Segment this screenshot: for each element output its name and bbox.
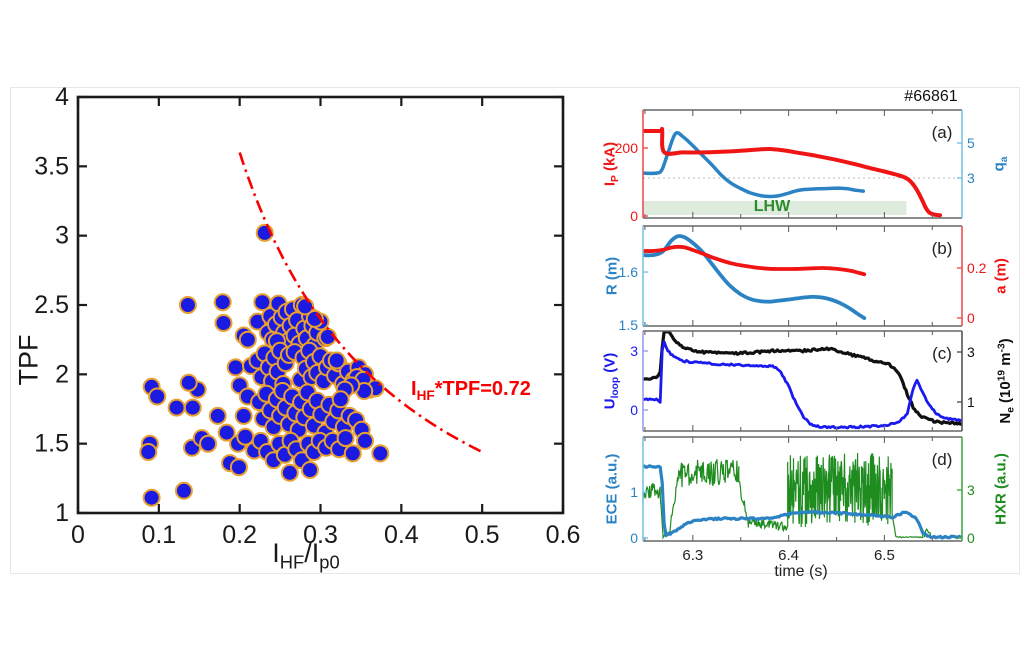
lhw-band-label: LHW [753,198,791,215]
scatter-point [238,330,257,349]
panel-2-right-axis-label: a (m) [992,258,1010,294]
scatter-annotation: IHF*TPF=0.72 [411,378,531,403]
svg-text:1: 1 [55,499,69,527]
panel-3-left-axis-label: Uloop (V) [601,352,622,410]
scatter-point [208,406,227,425]
svg-text:0.6: 0.6 [546,521,581,549]
scatter-point [371,444,390,463]
series-I_P [643,126,942,218]
svg-text:0.2: 0.2 [967,260,987,276]
scatter-point [280,463,299,482]
svg-text:0.5: 0.5 [465,521,500,549]
scatter-point [174,481,193,500]
svg-text:1.5: 1.5 [34,430,69,458]
scatter-point [179,373,198,392]
svg-text:2.5: 2.5 [34,291,69,319]
scatter-point [331,390,350,409]
svg-text:1: 1 [967,394,975,410]
panel-letter-1: (a) [931,123,953,142]
scatter-point [226,358,245,377]
svg-text:0: 0 [71,521,85,549]
scatter-point [327,351,346,370]
svg-text:0: 0 [967,310,975,326]
svg-text:6.4: 6.4 [778,547,799,564]
svg-text:0.1: 0.1 [141,521,176,549]
svg-text:0.2: 0.2 [222,521,257,549]
svg-text:3: 3 [967,344,975,360]
series-R [643,234,867,320]
panel-c: 0 3 1 3 [630,330,975,432]
scatter-ticks [76,95,565,515]
panel-1-right-axis-label: qa [990,156,1011,172]
scatter-point [229,458,248,477]
threshold-curve [238,152,483,454]
panel-1-left-axis-label: IP (kA) [601,141,622,187]
svg-text:6.5: 6.5 [874,547,895,564]
scatter-point [217,423,236,442]
series-ECE [643,464,962,540]
scatter-point [142,488,161,507]
svg-text:3: 3 [967,170,975,186]
svg-text:1.5: 1.5 [619,317,639,333]
scatter-point [214,314,233,332]
lhw-band [643,201,907,215]
time-tick-labels: 6.3 6.4 6.5 [682,547,894,564]
svg-text:0: 0 [967,530,975,546]
series-q_a [643,130,866,199]
svg-text:2: 2 [55,360,69,388]
svg-text:3: 3 [967,482,975,498]
series-U_loop [643,340,962,430]
shot-number-label: #66861 [904,88,958,105]
svg-text:1: 1 [630,484,638,500]
panel-4-right-axis-label: HXR (a.u.) [992,453,1010,525]
scatter-point [178,296,197,314]
series-a [643,244,867,277]
svg-text:0.3: 0.3 [303,521,338,549]
svg-text:3: 3 [55,222,69,250]
svg-text:200: 200 [615,140,639,156]
panel-letter-3: (c) [932,344,952,363]
svg-text:3: 3 [630,343,638,359]
svg-text:0: 0 [630,530,638,546]
panel-3-right-axis-label: Ne (1019 m-3) [996,338,1017,424]
panel-letter-4: (d) [931,450,953,469]
svg-text:0: 0 [630,208,638,224]
scatter-points [139,223,390,507]
scatter-tick-labels: 0 0.1 0.2 0.3 0.4 0.5 0.6 1 1.5 2 2.5 3 3.5 4 [34,83,580,549]
scatter-point [336,429,355,448]
scatter-point [213,293,232,312]
scatter-point [234,406,253,425]
time-axis-label: time (s) [774,563,828,580]
panel-d: 0 1 0 3 [630,436,975,546]
scatter-point [148,387,167,406]
scatter-point [167,398,186,417]
scatter-point [199,434,218,453]
scatter-point [343,444,362,463]
svg-text:1.6: 1.6 [619,264,639,280]
svg-text:3.5: 3.5 [34,152,69,180]
svg-text:5: 5 [967,135,975,151]
panel-b: 1.5 1.6 0 0.2 [619,225,987,333]
scatter-point [301,461,319,479]
svg-text:4: 4 [55,83,69,111]
panel-4-left-axis-label: ECE (a.u.) [603,453,621,525]
scatter-point [139,443,158,461]
scatter-plot: 0 0.1 0.2 0.3 0.4 0.5 0.6 1 1.5 2 2.5 3 3.5 4 [34,83,580,549]
scatter-point [183,398,202,417]
scatter-y-axis-label: TPF [13,334,44,386]
series-N_e [643,331,962,426]
panel-2-left-axis-label: R (m) [603,256,621,296]
svg-text:0: 0 [630,402,638,418]
series-HXR [643,452,962,540]
scatter-point [356,431,374,450]
svg-text:0.4: 0.4 [384,521,419,549]
scatter-x-axis-label: IHF/Ip0 [272,538,340,573]
panel-a: 0 200 3 5 [615,109,975,224]
svg-text:6.3: 6.3 [682,547,703,564]
panel-letter-2: (b) [931,239,953,258]
